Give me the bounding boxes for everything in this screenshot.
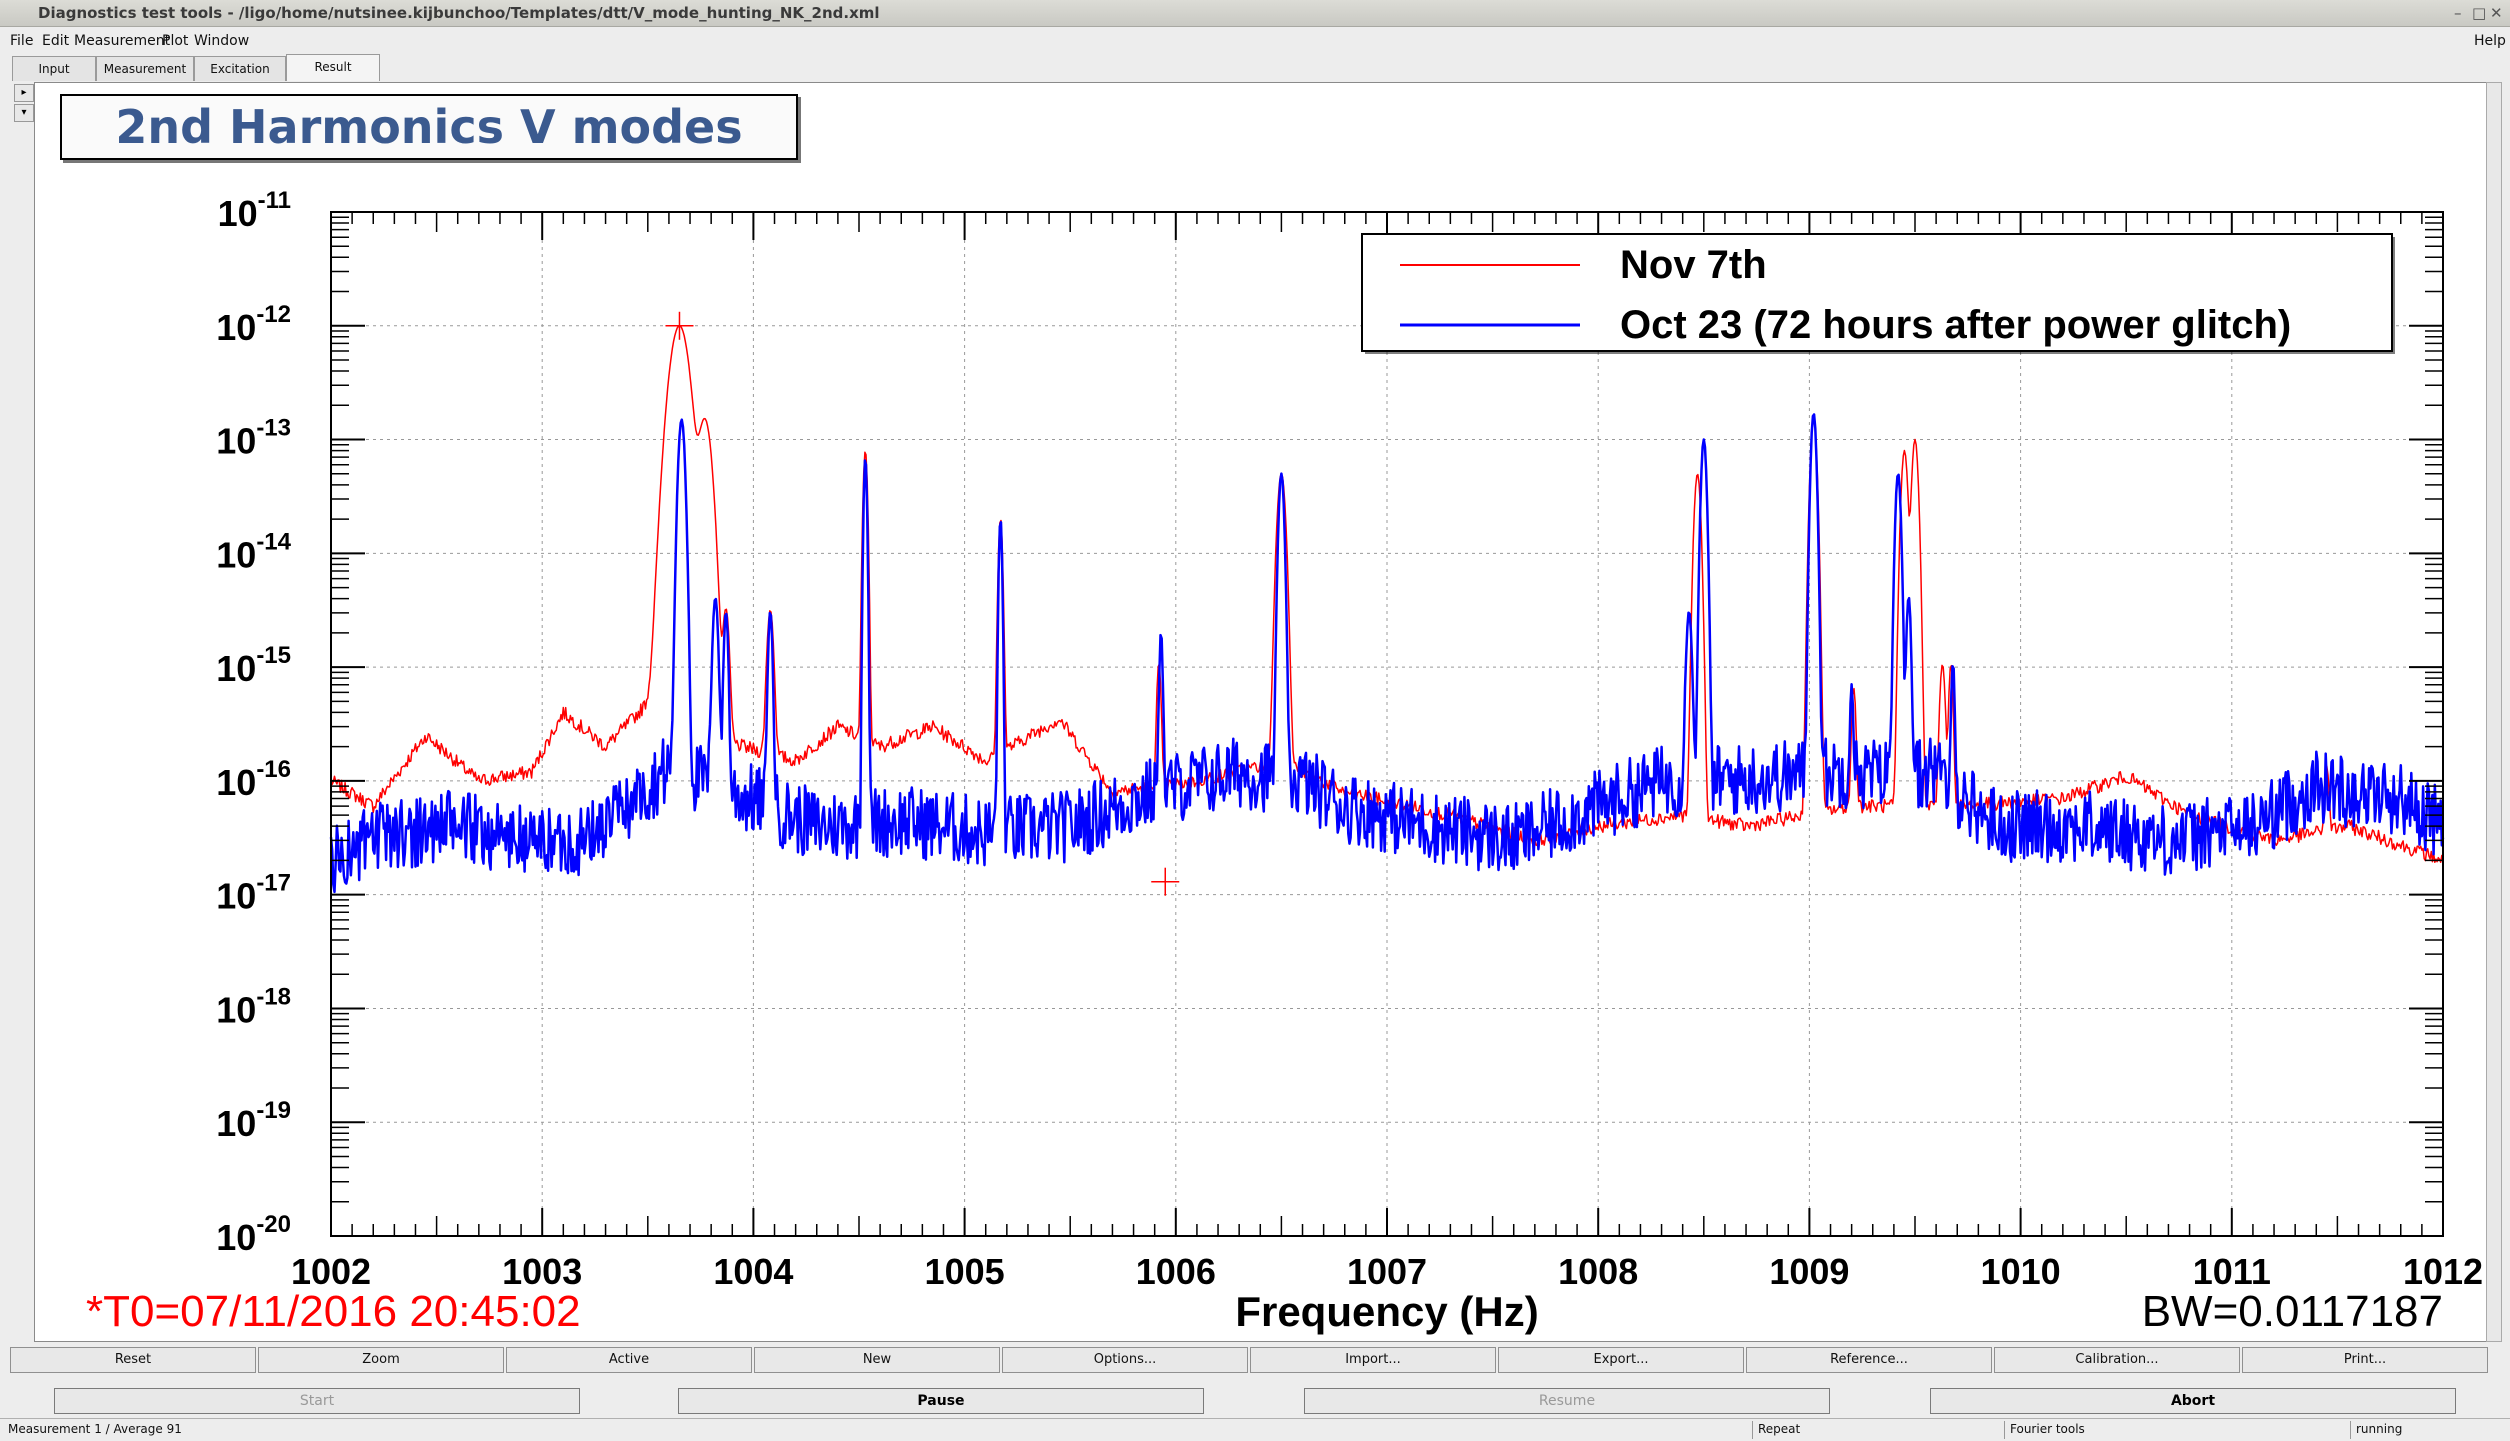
y-tick-label: 10-16	[216, 756, 291, 803]
status-state: running	[2356, 1422, 2403, 1436]
menu-plot[interactable]: Plot	[162, 33, 189, 49]
plot-axes: 1002 1003 1004 1005 1006 1007 1008 1009 1010 1011…	[216, 187, 2483, 1292]
reset-button[interactable]: Reset	[10, 1347, 256, 1373]
y-tick-label: 10-20	[216, 1211, 291, 1258]
options-button[interactable]: Options...	[1002, 1347, 1248, 1373]
x-tick-label: 1003	[502, 1251, 582, 1292]
menu-help[interactable]: Help	[2474, 33, 2506, 49]
plot-grid	[331, 212, 2443, 1236]
y-tick-exponent: -15	[256, 642, 291, 669]
vertical-scrollbar[interactable]	[2486, 82, 2502, 1342]
y-tick-label: 10-19	[216, 1097, 291, 1144]
tab-result[interactable]: Result	[286, 54, 380, 81]
import-button[interactable]: Import...	[1250, 1347, 1496, 1373]
y-tick-label: 10-11	[218, 187, 291, 234]
y-tick-label: 10-15	[216, 642, 291, 689]
menu-bar: File Edit Measurement Plot Window Help	[0, 28, 2510, 54]
x-tick-label: 1002	[291, 1251, 371, 1292]
y-tick-label: 10-17	[216, 870, 291, 917]
status-measurement: Measurement 1 / Average 91	[8, 1422, 182, 1436]
collapse-icon[interactable]: ▾	[14, 104, 34, 122]
x-tick-label: 1008	[1558, 1251, 1638, 1292]
x-axis-label: Frequency (Hz)	[1235, 1288, 1538, 1335]
x-tick-label: 1005	[925, 1251, 1005, 1292]
resume-button[interactable]: Resume	[1304, 1388, 1830, 1414]
y-tick-exponent: -11	[258, 187, 291, 214]
status-mode: Repeat	[1758, 1422, 1801, 1436]
y-tick-label: 10-12	[216, 301, 291, 348]
window-title: Diagnostics test tools - /ligo/home/nuts…	[38, 4, 880, 22]
x-tick-label: 1004	[713, 1251, 793, 1292]
reference-button[interactable]: Reference...	[1746, 1347, 1992, 1373]
abort-button[interactable]: Abort	[1930, 1388, 2456, 1414]
x-tick-label: 1007	[1347, 1251, 1427, 1292]
menu-edit[interactable]: Edit	[42, 33, 70, 49]
calibration-button[interactable]: Calibration...	[1994, 1347, 2240, 1373]
y-tick-exponent: -17	[256, 870, 291, 897]
y-tick-exponent: -19	[256, 1097, 291, 1124]
window-titlebar: Diagnostics test tools - /ligo/home/nuts…	[0, 0, 2510, 27]
y-tick-label: 10-13	[216, 415, 291, 462]
y-tick-exponent: -13	[256, 415, 291, 442]
menu-measurement[interactable]: Measurement	[74, 33, 171, 49]
pause-button[interactable]: Pause	[678, 1388, 1204, 1414]
zoom-button[interactable]: Zoom	[258, 1347, 504, 1373]
side-controls: ▸ ▾	[14, 84, 34, 122]
minimize-icon[interactable]: –	[2454, 4, 2462, 22]
menu-file[interactable]: File	[10, 33, 34, 49]
x-tick-label: 1010	[1981, 1251, 2061, 1292]
status-tool: Fourier tools	[2010, 1422, 2085, 1436]
start-button[interactable]: Start	[54, 1388, 580, 1414]
series-line-oct23	[329, 413, 2445, 894]
t0-label: *T0=07/11/2016 20:45:02	[86, 1287, 581, 1336]
menu-window[interactable]: Window	[194, 33, 250, 49]
maximize-icon[interactable]: □	[2472, 4, 2487, 22]
plot-traces	[329, 311, 2445, 896]
tab-excitation[interactable]: Excitation	[194, 56, 286, 81]
x-tick-label: 1012	[2403, 1251, 2483, 1292]
y-tick-exponent: -16	[256, 756, 291, 783]
active-button[interactable]: Active	[506, 1347, 752, 1373]
legend-label-nov7: Nov 7th	[1620, 243, 1767, 287]
x-tick-label: 1011	[2193, 1251, 2271, 1292]
y-tick-label: 10-18	[216, 983, 291, 1030]
tab-input[interactable]: Input	[12, 56, 96, 81]
plot-title-box: 2nd Harmonics V modes	[60, 94, 798, 160]
legend-label-oct23: Oct 23 (72 hours after power glitch)	[1620, 303, 2291, 347]
x-tick-label: 1009	[1769, 1251, 1849, 1292]
status-bar: Measurement 1 / Average 91 Repeat Fourie…	[0, 1418, 2510, 1441]
y-tick-exponent: -20	[256, 1211, 291, 1238]
y-tick-label: 10-14	[216, 528, 291, 575]
close-icon[interactable]: ✕	[2490, 4, 2503, 22]
tab-measurement[interactable]: Measurement	[96, 56, 194, 81]
plot-title: 2nd Harmonics V modes	[115, 100, 743, 154]
y-tick-exponent: -14	[256, 528, 291, 555]
y-tick-exponent: -12	[256, 301, 291, 328]
expand-icon[interactable]: ▸	[14, 84, 34, 102]
export-button[interactable]: Export...	[1498, 1347, 1744, 1373]
bandwidth-label: BW=0.0117187	[2142, 1287, 2443, 1336]
print-button[interactable]: Print...	[2242, 1347, 2488, 1373]
y-tick-exponent: -18	[256, 983, 291, 1010]
legend: Nov 7th Oct 23 (72 hours after power gli…	[1361, 233, 2395, 354]
x-tick-label: 1006	[1136, 1251, 1216, 1292]
new-button[interactable]: New	[754, 1347, 1000, 1373]
